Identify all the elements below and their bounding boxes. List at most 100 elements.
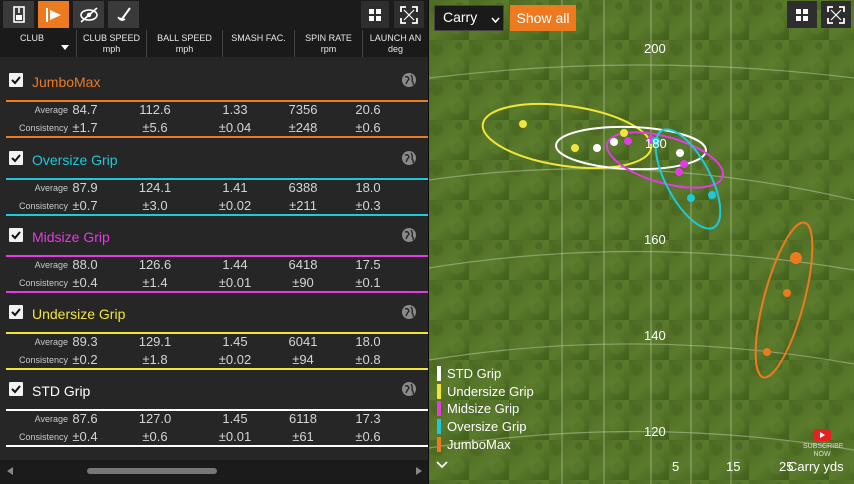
header-launch-angle[interactable]: LAUNCH AN deg (362, 30, 428, 57)
fullscreen-button[interactable] (394, 1, 424, 28)
plot-grid-view-button[interactable] (787, 1, 817, 28)
average-value: 17.5 (355, 257, 381, 272)
scroll-right-icon[interactable] (415, 467, 423, 475)
club-row: STD Grip Average Consistency 87.6 127.0 1.45 6… (0, 372, 428, 450)
header-unit: mph (102, 43, 121, 54)
shot-dot[interactable] (571, 144, 579, 152)
shot-dot[interactable] (783, 289, 791, 297)
legend-label: JumboMax (447, 437, 511, 452)
club-color-line (6, 332, 428, 334)
club-checkbox[interactable] (9, 305, 23, 319)
header-spin-rate[interactable]: SPIN RATE rpm (294, 30, 362, 57)
shot-dot[interactable] (687, 194, 695, 202)
header-label: SMASH FAC. (231, 33, 286, 43)
shot-dot[interactable] (652, 137, 660, 145)
hide-shots-button[interactable] (73, 1, 104, 28)
shot-dot[interactable] (680, 160, 688, 168)
average-value: 6118 (289, 411, 317, 426)
scrollbar-thumb[interactable] (87, 468, 217, 474)
dispersion-ellipse (754, 221, 814, 379)
consistency-value: ±0.1 (355, 275, 381, 290)
header-label: BALL SPEED (157, 33, 212, 43)
average-value: 18.0 (355, 180, 381, 195)
shot-dot[interactable] (519, 120, 527, 128)
horizontal-scrollbar[interactable] (0, 460, 428, 484)
consistency-value: ±5.6 (142, 120, 168, 135)
consistency-value: ±0.01 (218, 429, 252, 444)
consistency-value: ±0.02 (218, 352, 252, 367)
average-value: 89.3 (72, 334, 98, 349)
average-label: Average (34, 260, 68, 270)
club-color-line (6, 100, 428, 102)
shot-dot[interactable] (593, 144, 601, 152)
header-club[interactable]: CLUB (0, 30, 76, 57)
club-name: Midsize Grip (32, 229, 110, 245)
average-value: 112.6 (139, 102, 171, 117)
shot-dot[interactable] (624, 137, 632, 145)
club-checkbox[interactable] (9, 228, 23, 242)
club-checkbox[interactable] (9, 382, 23, 396)
checkmark-icon (11, 384, 21, 393)
club-bottom-line (6, 136, 428, 138)
legend-swatch (437, 366, 441, 381)
shot-dot[interactable] (610, 138, 618, 146)
header-club-speed[interactable]: CLUB SPEED mph (76, 30, 146, 57)
consistency-label: Consistency (18, 278, 68, 288)
club-bottom-line (6, 368, 428, 370)
globe-icon[interactable] (401, 150, 417, 166)
shot-dot[interactable] (790, 252, 802, 264)
show-all-button[interactable]: Show all (510, 5, 576, 31)
consistency-value: ±0.7 (72, 198, 98, 213)
grid-view-icon (796, 8, 808, 21)
consistency-value: ±211 (289, 198, 317, 213)
save-icon (12, 5, 25, 23)
club-button[interactable] (108, 1, 139, 28)
plot-fullscreen-button[interactable] (821, 1, 851, 28)
shot-dot[interactable] (675, 168, 683, 176)
header-unit: mph (175, 43, 194, 54)
legend-label: Undersize Grip (447, 384, 534, 399)
header-label: CLUB SPEED (82, 33, 141, 43)
y-tick-200: 200 (644, 41, 666, 56)
consistency-value: ±0.8 (355, 352, 381, 367)
consistency-value: ±90 (292, 275, 314, 290)
x-tick-15: 15 (726, 459, 741, 474)
header-unit: rpm (320, 43, 337, 54)
shot-dot[interactable] (676, 149, 684, 157)
header-smash-factor[interactable]: SMASH FAC. (222, 30, 294, 57)
grid-view-button[interactable] (361, 1, 389, 28)
shot-dot[interactable] (763, 348, 771, 356)
club-color-line (6, 255, 428, 257)
filter-button[interactable] (38, 1, 69, 28)
average-value: 6418 (288, 257, 318, 272)
subscribe-watermark: SUBSCRIBE NOW (803, 429, 843, 465)
consistency-value: ±94 (292, 352, 314, 367)
average-value: 1.45 (222, 334, 248, 349)
club-bottom-line (6, 445, 428, 447)
average-value: 6388 (288, 180, 318, 195)
header-ball-speed[interactable]: BALL SPEED mph (146, 30, 222, 57)
club-row: Midsize Grip Average Consistency 88.0 126.6 1… (0, 218, 428, 296)
header-label: SPIN RATE (305, 33, 352, 43)
club-checkbox[interactable] (9, 151, 23, 165)
metric-select[interactable]: Carry (434, 5, 504, 31)
average-value: 87.9 (72, 180, 98, 195)
average-label: Average (34, 337, 68, 347)
globe-icon[interactable] (401, 72, 417, 88)
consistency-value: ±0.04 (218, 120, 252, 135)
globe-icon[interactable] (401, 381, 417, 397)
average-value: 7356 (288, 102, 318, 117)
consistency-value: ±0.3 (355, 198, 381, 213)
legend-collapse-icon[interactable] (436, 461, 448, 469)
scroll-left-icon[interactable] (6, 467, 14, 475)
club-checkbox[interactable] (9, 73, 23, 87)
club-name: Oversize Grip (32, 152, 118, 168)
save-button[interactable] (3, 1, 34, 28)
globe-icon[interactable] (401, 304, 417, 320)
consistency-value: ±1.4 (142, 275, 168, 290)
header-club-label: CLUB (20, 33, 45, 43)
shot-dot[interactable] (708, 191, 716, 199)
x-tick-25: 25 (779, 459, 794, 474)
globe-icon[interactable] (401, 227, 417, 243)
shot-dot[interactable] (620, 129, 628, 137)
